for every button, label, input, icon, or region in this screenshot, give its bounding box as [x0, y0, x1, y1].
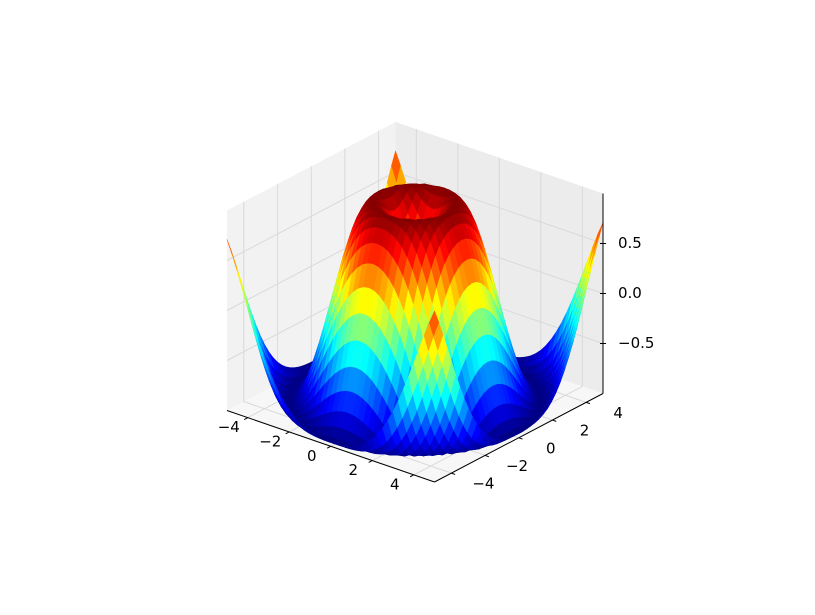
x-tick-mark [285, 431, 290, 435]
tick-labels: −4 −2 0 2 4 −4 −2 0 2 4 −0.5 0.0 0.5 [218, 234, 655, 493]
y-tick-label: 2 [580, 422, 590, 440]
x-tick-mark [243, 417, 248, 420]
tick-marks [243, 243, 606, 478]
z-tick-label: −0.5 [618, 334, 654, 352]
y-tick-label: 4 [613, 404, 623, 422]
x-tick-label: −2 [259, 432, 281, 450]
surface-mesh [226, 150, 604, 457]
z-tick-label: 0.5 [618, 234, 642, 252]
x-tick-mark [368, 460, 373, 463]
x-tick-label: 2 [349, 461, 359, 479]
y-tick-mark [451, 472, 456, 475]
y-tick-label: 0 [546, 439, 556, 457]
x-tick-label: 4 [390, 475, 400, 493]
x-tick-label: 0 [307, 447, 317, 465]
y-tick-mark [484, 454, 490, 458]
x-tick-label: −4 [218, 418, 240, 436]
z-tick-label: 0.0 [618, 284, 642, 302]
x-tick-mark [326, 445, 331, 449]
y-tick-mark [552, 419, 557, 422]
x-tick-mark [409, 474, 414, 478]
surface-patch [428, 310, 440, 337]
y-tick-mark [518, 437, 523, 440]
y-tick-label: −4 [472, 475, 494, 493]
y-tick-mark [585, 401, 591, 405]
y-tick-label: −2 [506, 457, 528, 475]
